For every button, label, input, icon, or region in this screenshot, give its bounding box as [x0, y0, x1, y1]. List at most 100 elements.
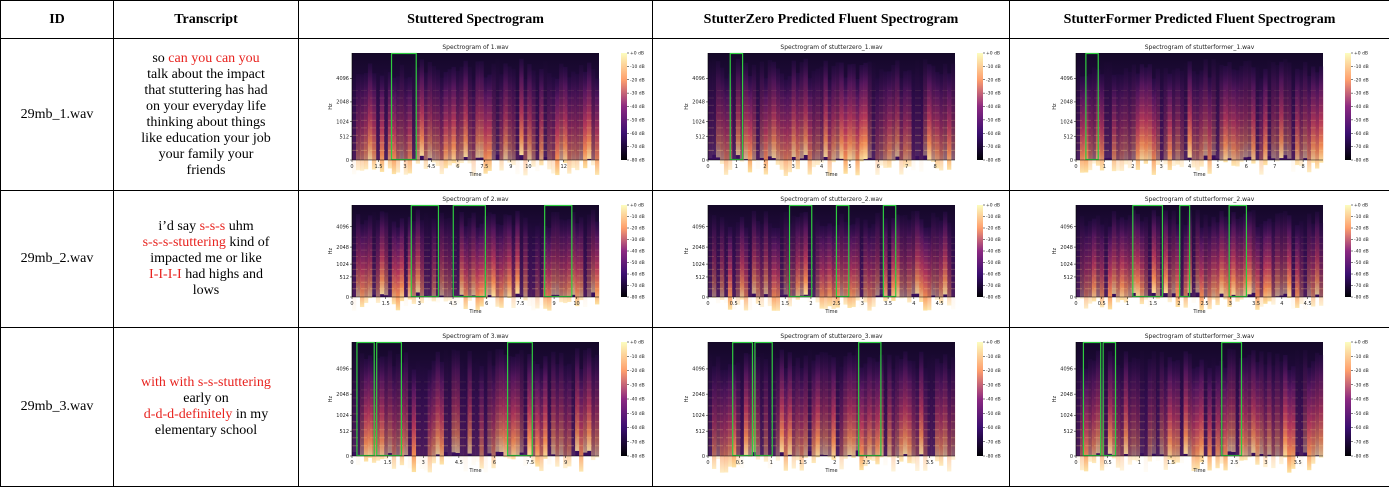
- heatmap-slice: [871, 224, 876, 307]
- transcript-segment: talk about the impact: [147, 66, 265, 82]
- heatmap-slice: [383, 212, 389, 296]
- heatmap-slice: [475, 61, 480, 158]
- heatmap-slice: [471, 212, 476, 296]
- heatmap-slice: [1171, 361, 1176, 464]
- colorbar-tick-label: -30 dB: [986, 237, 1001, 243]
- heatmap-slice: [875, 78, 880, 175]
- heatmap-slice: [899, 78, 904, 175]
- table-row: 29mb_2.wav i’d say s-s-s uhm s-s-s-stutter…: [0, 190, 1389, 328]
- colorbar-tick-label: -50 dB: [986, 117, 1001, 123]
- x-tick-label: 8: [1302, 164, 1305, 170]
- x-tick-label: 6: [877, 164, 880, 170]
- heatmap-slice: [403, 78, 409, 175]
- colorbar-tick-label: -80 dB: [986, 158, 1001, 164]
- heatmap-slice: [363, 72, 369, 170]
- heatmap-slice: [763, 211, 769, 295]
- heatmap-slice: [435, 351, 440, 455]
- highlight-box: [788, 204, 813, 298]
- x-axis-label: Time: [824, 172, 837, 178]
- heatmap-slice: [1099, 367, 1105, 471]
- colorbar-tick-label: -70 dB: [986, 439, 1001, 445]
- y-tick-label: 512: [1063, 275, 1073, 281]
- heatmap-slice: [359, 353, 365, 456]
- highlight-box: [858, 341, 882, 457]
- x-tick-label: 12: [561, 164, 567, 170]
- heatmap-slice: [415, 360, 421, 464]
- spectrogram-title: Spectrogram of 3.wav: [442, 333, 509, 340]
- y-tick-label: 1024: [1060, 262, 1073, 268]
- heatmap-slice: [507, 356, 512, 459]
- heatmap-slice: [407, 77, 413, 174]
- colorbar: [977, 205, 983, 297]
- highlight-box: [1228, 204, 1248, 298]
- heatmap-slice: [883, 71, 888, 168]
- highlight-box: [1102, 341, 1117, 457]
- heatmap-slice: [363, 220, 369, 303]
- heatmap-slice: [531, 361, 536, 464]
- heatmap-slice: [519, 349, 524, 453]
- heatmap-slice: [787, 75, 792, 173]
- heatmap-slice: [1291, 366, 1296, 469]
- x-tick-label: 3: [896, 460, 899, 466]
- heatmap-slice: [1076, 360, 1081, 463]
- x-tick-label: 0: [350, 301, 353, 307]
- heatmap-slice: [803, 211, 808, 295]
- heatmap-slice: [743, 227, 749, 311]
- x-tick-label: 3.5: [1252, 301, 1260, 307]
- heatmap-slice: [859, 64, 864, 162]
- x-tick-label: 0.5: [730, 301, 738, 307]
- heatmap-slice: [1207, 367, 1212, 471]
- highlight-box: [882, 204, 897, 298]
- x-tick-label: 2.5: [1201, 301, 1209, 307]
- heatmap-slice: [943, 63, 948, 161]
- heatmap-slice: [1123, 219, 1129, 303]
- heatmap-slice: [939, 74, 944, 171]
- heatmap-slice: [403, 352, 409, 456]
- heatmap-slice: [551, 77, 556, 174]
- colorbar-tick-label: -60 dB: [1354, 272, 1369, 278]
- heatmap-slice: [1179, 360, 1184, 464]
- heatmap-slice: [891, 218, 896, 301]
- heatmap-slice: [1259, 223, 1264, 307]
- x-axis-label: Time: [468, 172, 481, 178]
- x-tick-label: 0: [350, 460, 353, 466]
- heatmap-slice: [1111, 74, 1117, 172]
- y-axis-label: Hz: [328, 247, 334, 254]
- heatmap-slice: [1307, 367, 1312, 471]
- colorbar-tick-label: -30 dB: [630, 91, 645, 97]
- heatmap-slice: [567, 363, 572, 467]
- colorbar: [1345, 342, 1351, 456]
- transcript-segment: with with s-s-stuttering: [141, 375, 271, 390]
- heatmap-slice: [547, 227, 552, 311]
- y-tick-label: 0: [1070, 158, 1073, 164]
- heatmap-slice: [923, 59, 928, 156]
- heatmap-slice: [1291, 225, 1296, 309]
- colorbar-tick-label: -70 dB: [630, 439, 645, 445]
- heatmap-slice: [491, 63, 496, 160]
- transcript-cell: with with s-s-stuttering early on d-d-d-de…: [113, 327, 299, 487]
- heatmap-slice: [743, 353, 749, 456]
- colorbar-tick-label: -50 dB: [986, 260, 1001, 266]
- heatmap-slice: [1295, 349, 1300, 453]
- heatmap-slice: [571, 212, 576, 295]
- heatmap-slice: [919, 75, 924, 172]
- x-tick-label: 1: [1103, 164, 1106, 170]
- heatmap-slice: [747, 76, 753, 173]
- heatmap-slice: [1175, 359, 1180, 463]
- colorbar-tick-label: -20 dB: [1354, 226, 1369, 232]
- heatmap-slice: [839, 62, 844, 159]
- y-tick-label: 2048: [1060, 245, 1073, 251]
- y-tick-label: 2048: [692, 100, 705, 106]
- table-row: 29mb_1.wav so can you can you talk about t…: [0, 38, 1389, 191]
- x-tick-label: 1: [1126, 301, 1129, 307]
- heatmap-slice: [1303, 349, 1308, 453]
- heatmap-slice: [503, 354, 508, 458]
- header-cell: Stuttered Spectrogram: [298, 0, 653, 39]
- heatmap-slice: [735, 58, 741, 156]
- heatmap-slice: [1231, 349, 1236, 452]
- heatmap-slice: [819, 225, 824, 309]
- transcript-segment: uhm: [225, 219, 254, 234]
- heatmap-slice: [539, 222, 544, 306]
- x-tick-label: 9: [564, 460, 567, 466]
- heatmap-slice: [471, 362, 476, 466]
